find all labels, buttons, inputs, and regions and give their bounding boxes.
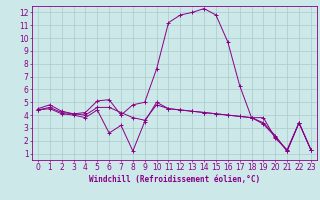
X-axis label: Windchill (Refroidissement éolien,°C): Windchill (Refroidissement éolien,°C) — [89, 175, 260, 184]
